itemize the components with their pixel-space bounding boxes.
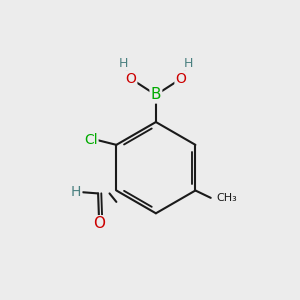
Text: Cl: Cl: [84, 133, 98, 146]
Text: H: H: [184, 57, 193, 70]
Text: CH₃: CH₃: [216, 193, 237, 203]
Text: O: O: [93, 216, 105, 231]
Text: O: O: [125, 72, 136, 86]
Text: O: O: [176, 72, 186, 86]
Text: H: H: [71, 185, 81, 199]
Text: H: H: [119, 57, 128, 70]
Text: B: B: [151, 87, 161, 102]
